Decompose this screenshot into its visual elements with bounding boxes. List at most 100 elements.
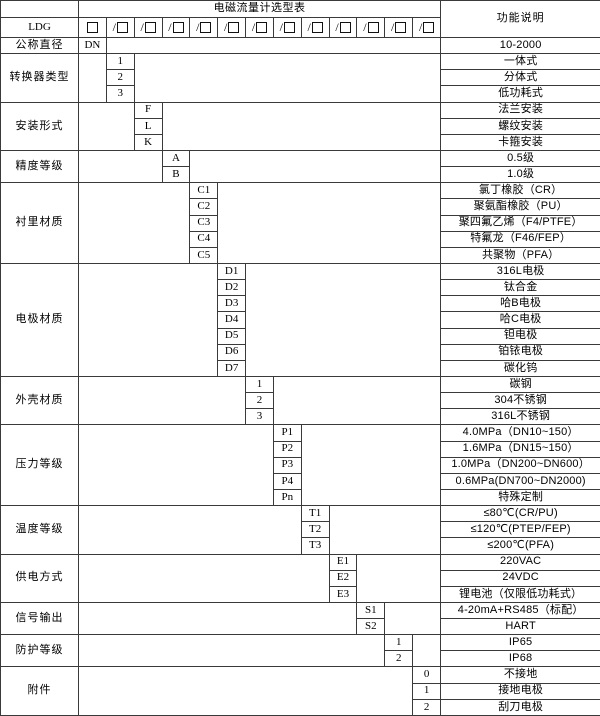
code-cell-4-0[interactable]: C1 xyxy=(189,182,219,200)
slash-icon: / xyxy=(335,20,339,35)
checkbox-square-icon xyxy=(228,22,240,33)
description-cell-5-6: 碳化钨 xyxy=(440,359,600,377)
code-cell-5-4[interactable]: D5 xyxy=(217,327,247,345)
code-cell-9-2[interactable]: E3 xyxy=(328,585,358,603)
table-row: P4 0.6MPa(DN700~DN2000) xyxy=(1,472,600,490)
code-cell-9-1[interactable]: E2 xyxy=(328,569,358,587)
checkbox-square-icon xyxy=(423,22,435,33)
model-slot-9[interactable]: / xyxy=(328,17,358,38)
code-cell-7-0[interactable]: P1 xyxy=(272,424,302,442)
title-spacer xyxy=(0,0,79,18)
checkbox-square-icon xyxy=(86,21,98,33)
code-cell-10-0[interactable]: S1 xyxy=(356,601,386,620)
slash-icon: / xyxy=(140,20,144,35)
model-slot-11[interactable]: / xyxy=(384,17,414,38)
code-cell-5-2[interactable]: D3 xyxy=(217,295,247,313)
code-cell-6-1[interactable]: 2 xyxy=(245,392,274,410)
description-cell-7-1: 1.6MPa（DN15~150） xyxy=(440,440,600,458)
model-slot-2[interactable]: / xyxy=(133,17,163,38)
code-cell-6-2[interactable]: 3 xyxy=(245,408,274,426)
model-slot-1[interactable]: / xyxy=(105,17,135,38)
slash-icon: / xyxy=(418,20,423,35)
code-cell-7-4[interactable]: Pn xyxy=(272,488,302,507)
code-cell-10-1[interactable]: S2 xyxy=(356,618,386,636)
group-label-5: 电极材质 xyxy=(0,262,79,377)
code-cell-5-5[interactable]: D6 xyxy=(217,343,247,361)
code-cell-6-0[interactable]: 1 xyxy=(245,375,274,394)
code-cell-12-0[interactable]: 0 xyxy=(412,666,442,684)
code-cell-12-1[interactable]: 1 xyxy=(412,682,442,700)
code-cell-7-2[interactable]: P3 xyxy=(272,456,302,474)
code-cell-7-3[interactable]: P4 xyxy=(272,472,302,490)
description-column-header: 功能说明 xyxy=(440,0,600,38)
description-cell-6-1: 304不锈钢 xyxy=(440,392,600,410)
group-label-12: 附件 xyxy=(0,666,79,716)
code-cell-1-1[interactable]: 2 xyxy=(105,69,135,87)
code-cell-5-1[interactable]: D2 xyxy=(217,279,247,297)
description-cell-5-2: 哈B电极 xyxy=(440,295,600,313)
description-cell-5-4: 钽电极 xyxy=(440,327,600,345)
code-cell-7-1[interactable]: P2 xyxy=(272,440,302,458)
code-cell-8-2[interactable]: T3 xyxy=(300,537,330,555)
slash-icon: / xyxy=(279,20,283,35)
code-cell-4-1[interactable]: C2 xyxy=(189,198,219,216)
table-row: 信号输出 S1 4-20mA+RS485（标配） xyxy=(0,601,600,636)
left-filler-1 xyxy=(78,53,107,103)
model-slot-4[interactable]: / xyxy=(189,17,219,38)
checkbox-square-icon xyxy=(284,22,295,33)
description-cell-9-2: 锂电池（仅限低功耗式） xyxy=(440,585,600,603)
code-cell-2-1[interactable]: L xyxy=(133,117,163,135)
group-label-7: 压力等级 xyxy=(0,424,79,507)
table-row: K 卡箍安装 xyxy=(1,133,600,151)
code-cell-8-0[interactable]: T1 xyxy=(300,505,330,523)
code-cell-2-2[interactable]: K xyxy=(133,133,163,151)
right-filler-9 xyxy=(356,553,442,603)
table-row: 公称直径 DN 10-2000 xyxy=(0,36,600,55)
description-cell-7-0: 4.0MPa（DN10~150） xyxy=(440,424,600,442)
code-cell-4-3[interactable]: C4 xyxy=(189,230,219,248)
code-cell-5-0[interactable]: D1 xyxy=(217,262,247,281)
model-slot-12[interactable]: / xyxy=(412,17,442,38)
model-slot-3[interactable]: / xyxy=(161,17,191,38)
code-cell-1-2[interactable]: 3 xyxy=(105,85,135,103)
code-cell-4-4[interactable]: C5 xyxy=(189,246,219,264)
description-cell-10-1: HART xyxy=(440,618,600,636)
code-cell-9-0[interactable]: E1 xyxy=(328,553,358,571)
checkbox-square-icon xyxy=(256,22,268,33)
right-filler-10 xyxy=(384,601,442,636)
table-row: Pn 特殊定制 xyxy=(1,488,600,507)
description-cell-8-2: ≤200℃(PFA) xyxy=(440,537,600,555)
code-cell-4-2[interactable]: C3 xyxy=(189,214,219,232)
model-slot-7[interactable]: / xyxy=(272,17,302,38)
table-row: T2 ≤120℃(PTEP/FEP) xyxy=(1,521,600,539)
code-cell-11-0[interactable]: 1 xyxy=(384,634,414,652)
code-cell-3-0[interactable]: A xyxy=(161,149,191,168)
table-row: 2 刮刀电极 xyxy=(1,698,600,716)
code-cell-5-6[interactable]: D7 xyxy=(217,359,247,377)
table-row: 3 316L不锈钢 xyxy=(1,408,600,426)
code-cell-3-1[interactable]: B xyxy=(161,166,191,184)
model-slot-10[interactable]: / xyxy=(356,17,386,38)
slash-icon: / xyxy=(223,20,228,35)
model-slot-6[interactable]: / xyxy=(245,17,274,38)
left-filler-8 xyxy=(78,505,302,555)
slash-icon: / xyxy=(196,20,200,35)
left-filler-5 xyxy=(77,262,219,377)
code-cell-2-0[interactable]: F xyxy=(133,101,163,119)
description-cell-4-2: 聚四氟乙烯（F4/PTFE） xyxy=(440,214,600,232)
description-cell-7-3: 0.6MPa(DN700~DN2000) xyxy=(440,472,600,490)
code-cell-11-1[interactable]: 2 xyxy=(384,650,414,668)
description-cell-2-1: 螺纹安装 xyxy=(440,117,600,135)
model-slot-0[interactable] xyxy=(78,17,107,38)
model-slot-8[interactable]: / xyxy=(300,17,330,38)
code-cell-1-0[interactable]: 1 xyxy=(105,53,135,71)
model-slot-5[interactable]: / xyxy=(217,17,247,38)
description-cell-8-0: ≤80℃(CR/PU) xyxy=(440,505,600,523)
code-cell-5-3[interactable]: D4 xyxy=(217,311,247,329)
description-cell-9-1: 24VDC xyxy=(440,569,600,587)
checkbox-square-icon xyxy=(339,22,351,33)
code-cell-8-1[interactable]: T2 xyxy=(300,521,330,539)
group-label-3: 精度等级 xyxy=(0,149,79,184)
code-cell-12-2[interactable]: 2 xyxy=(412,698,442,716)
description-cell-5-1: 钛合金 xyxy=(440,279,600,297)
